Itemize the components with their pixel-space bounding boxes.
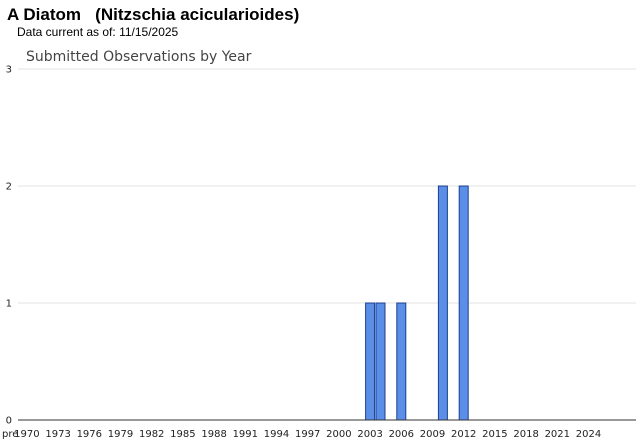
x-tick-label: 1970	[14, 429, 39, 440]
bar-2003[interactable]	[365, 302, 376, 421]
y-tick-label: 1	[6, 299, 12, 310]
x-tick-label: 1991	[233, 429, 258, 440]
x-tick-label: 2024	[576, 429, 601, 440]
x-tick-label: 1994	[264, 429, 289, 440]
page-title: A Diatom (Nitzschia acicularioides)	[7, 5, 299, 25]
x-tick-label: 2012	[451, 429, 476, 440]
x-tick-label: 2018	[513, 429, 538, 440]
data-current-date: 11/15/2025	[119, 25, 179, 39]
bar-2004[interactable]	[375, 302, 386, 421]
x-tick-label: 2003	[357, 429, 382, 440]
x-tick-label: pre	[2, 429, 18, 440]
bar-2012[interactable]	[458, 185, 469, 421]
x-tick-label: 2006	[389, 429, 414, 440]
chart-title: Submitted Observations by Year	[26, 49, 252, 65]
x-tick-label: 2009	[420, 429, 445, 440]
y-axis-ticks: 0 1 2 3	[6, 65, 12, 427]
x-tick-label: 2015	[482, 429, 507, 440]
data-current-label: Data current as of:	[17, 25, 116, 39]
y-tick-label: 0	[6, 416, 12, 427]
chart-gridlines	[18, 68, 636, 304]
bar-2010[interactable]	[437, 185, 448, 421]
species-common-name: A Diatom	[7, 5, 81, 24]
x-tick-label: 1985	[170, 429, 195, 440]
x-tick-label: 1979	[108, 429, 133, 440]
y-tick-label: 3	[6, 65, 12, 76]
x-tick-label: 1988	[201, 429, 226, 440]
bar-2006[interactable]	[396, 302, 407, 421]
x-tick-label: 2000	[326, 429, 351, 440]
species-scientific-name: (Nitzschia acicularioides)	[95, 5, 300, 24]
x-tick-label: 1997	[295, 429, 320, 440]
y-tick-label: 2	[6, 182, 12, 193]
data-current-line: Data current as of: 11/15/2025	[17, 25, 299, 39]
x-tick-label: 1973	[45, 429, 70, 440]
x-tick-label: 2021	[545, 429, 570, 440]
x-tick-label: 1976	[77, 429, 102, 440]
x-tick-label: 1982	[139, 429, 164, 440]
header: A Diatom (Nitzschia acicularioides) Data…	[7, 5, 299, 39]
